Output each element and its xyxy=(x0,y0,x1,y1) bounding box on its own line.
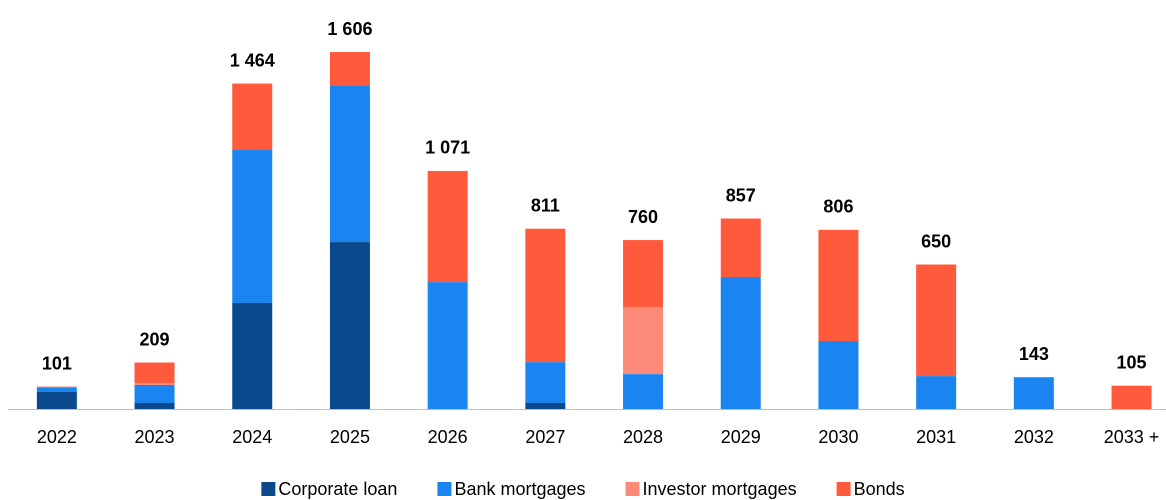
x-tick-label: 2027 xyxy=(525,427,565,447)
total-label: 101 xyxy=(42,353,72,373)
total-label: 811 xyxy=(531,195,560,215)
total-label: 105 xyxy=(1117,352,1147,372)
bar-segment xyxy=(232,83,273,151)
x-tick-label: 2030 xyxy=(818,427,858,447)
legend-label: Bank mortgages xyxy=(454,479,585,499)
x-tick-label: 2023 xyxy=(135,427,175,447)
legend-label: Corporate loan xyxy=(278,479,397,499)
x-tick-label: 2022 xyxy=(37,427,77,447)
bar-segment xyxy=(232,150,273,303)
x-tick-label: 2031 xyxy=(916,427,956,447)
bar-segment xyxy=(525,402,566,409)
x-tick-label: 2024 xyxy=(232,427,272,447)
bar-segment xyxy=(134,362,175,384)
bar-segment xyxy=(720,276,761,409)
total-label: 143 xyxy=(1019,344,1049,364)
total-label: 857 xyxy=(726,185,756,205)
bar-segment xyxy=(623,374,664,409)
legend-label: Investor mortgages xyxy=(643,479,797,499)
x-tick-label: 2026 xyxy=(428,427,468,447)
x-tick-label: 2028 xyxy=(623,427,663,447)
bar-segment xyxy=(427,170,468,283)
bar-segment xyxy=(329,242,370,409)
x-tick-label: 2033 + xyxy=(1104,427,1160,447)
bar-segment xyxy=(329,52,370,87)
x-tick-label: 2029 xyxy=(721,427,761,447)
total-label: 650 xyxy=(921,231,951,251)
bar-segment xyxy=(818,340,859,409)
bar-segment xyxy=(329,86,370,243)
bar-segment xyxy=(1111,385,1152,409)
bar-segment xyxy=(623,307,664,375)
legend-swatch xyxy=(625,482,640,496)
x-tick-label: 2025 xyxy=(330,427,370,447)
bar-segment xyxy=(623,240,664,308)
x-tick-label: 2032 xyxy=(1014,427,1054,447)
bar-segment xyxy=(916,376,957,409)
bar-segment xyxy=(36,386,77,388)
bar-segment xyxy=(36,391,77,409)
legend-label: Bonds xyxy=(854,479,905,499)
bar-segment xyxy=(720,218,761,277)
legend-swatch xyxy=(261,482,276,496)
total-label: 1 071 xyxy=(425,138,470,158)
bar-segment xyxy=(525,362,566,403)
total-label: 760 xyxy=(628,207,658,227)
bar-segment xyxy=(525,228,566,363)
total-label: 806 xyxy=(823,197,853,217)
bar-segment xyxy=(36,387,77,392)
legend-swatch xyxy=(836,482,851,496)
bar-segment xyxy=(1013,377,1054,409)
bar-segment xyxy=(134,384,175,403)
bar-segment xyxy=(134,383,175,385)
bar-segment xyxy=(916,264,957,377)
bar-segment xyxy=(427,282,468,409)
total-label: 209 xyxy=(140,329,170,349)
bar-segment xyxy=(818,229,859,341)
total-label: 1 606 xyxy=(327,19,372,39)
bar-segment xyxy=(134,402,175,409)
bar-segment xyxy=(232,302,273,409)
total-label: 1 464 xyxy=(230,50,275,70)
legend-swatch xyxy=(437,482,452,496)
